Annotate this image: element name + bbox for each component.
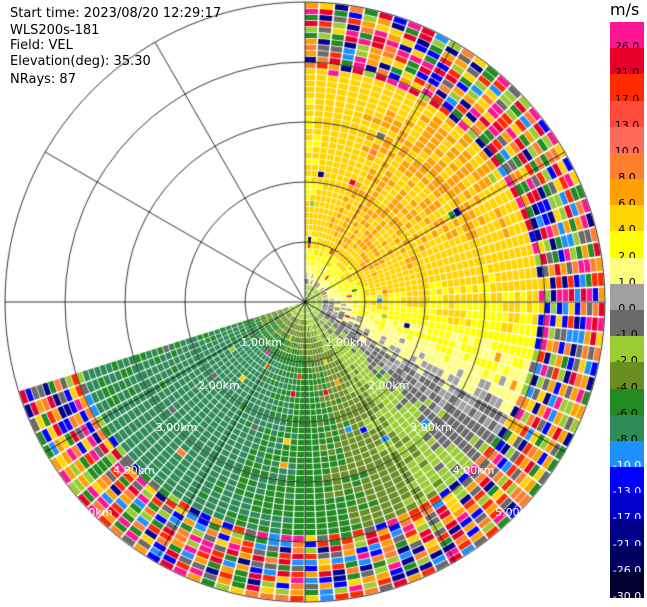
colorbar-swatch [610,388,644,416]
colorbar-swatch [610,283,644,311]
field-label: Field: VEL [10,38,73,53]
colorbar-title: m/s [610,0,640,19]
colorbar-swatch [610,205,644,232]
colorbar-swatch [610,74,644,102]
range-ring-label: 2.00km [198,378,240,392]
range-ring-label: 5.00km [70,506,113,520]
range-ring-label: 2.00km [367,378,410,392]
range-ring-label: 1.00km [325,336,367,350]
colorbar-swatch [610,571,644,599]
range-ring-label: 3.00km [155,421,198,435]
colorbar-swatch [610,231,644,259]
colorbar-swatch [610,362,644,390]
range-ring-label: 4.00km [452,463,495,477]
elevation-label: Elevation(deg): 35.30 [10,54,151,69]
colorbar-swatch [610,467,644,494]
instrument-label: WLS200s-181 [10,23,100,38]
colorbar-swatch [610,179,644,206]
colorbar-swatch [610,545,644,573]
colorbar-swatch [610,48,644,75]
colorbar-tick-label: -30.0 [612,590,642,603]
range-ring-label: 5.00km [495,506,537,520]
range-ring-label: 1.00km [240,336,283,350]
colorbar-swatch [610,257,644,285]
colorbar-swatch [610,310,644,337]
range-ring-label: 4.00km [113,463,155,477]
colorbar-swatch [610,414,644,442]
colorbar-swatch [610,493,644,520]
start-time-label: Start time: 2023/08/20 12:29:17 [10,6,222,21]
colorbar-swatch [610,100,644,128]
colorbar-swatch [610,440,644,468]
colorbar-swatch [610,22,644,49]
nrays-label: NRays: 87 [10,72,76,87]
colorbar-swatch [610,152,644,180]
range-ring-label: 3.00km [410,421,452,435]
colorbar-swatch [610,126,644,154]
colorbar-swatch [610,336,644,363]
colorbar-swatch [610,519,644,547]
